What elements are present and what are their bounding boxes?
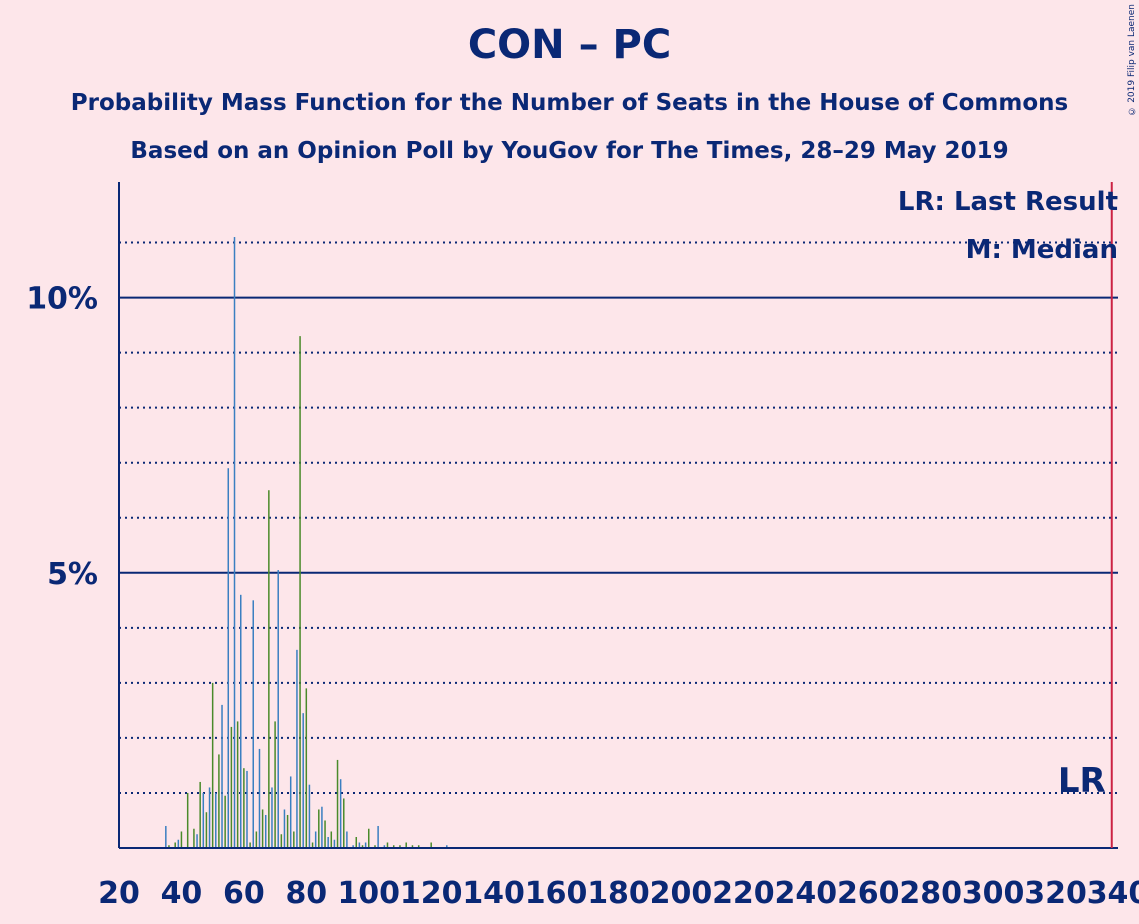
bar: [377, 825, 379, 848]
bar: [318, 809, 320, 848]
bar: [274, 721, 276, 848]
x-tick-label: 240: [775, 876, 838, 911]
bar: [221, 704, 223, 848]
x-tick-label: 300: [962, 876, 1025, 911]
bar: [336, 759, 339, 848]
bar: [249, 842, 251, 848]
bar: [246, 770, 248, 848]
bar: [343, 798, 345, 848]
bar: [277, 570, 279, 848]
bar: [358, 842, 361, 848]
bar: [327, 836, 329, 848]
x-tick-label: 20: [98, 876, 140, 911]
x-tick-label: 160: [525, 876, 588, 911]
bar: [383, 845, 386, 848]
x-tick-label: 340: [1087, 876, 1139, 911]
bar: [321, 806, 323, 848]
bar: [211, 682, 214, 848]
bar: [330, 831, 333, 848]
bar: [296, 649, 298, 848]
x-tick-label: 220: [712, 876, 775, 911]
x-tick-label: 200: [650, 876, 713, 911]
bar: [352, 845, 354, 848]
x-tick-label: 280: [899, 876, 962, 911]
bar: [346, 831, 348, 848]
x-tick-label: 100: [337, 876, 400, 911]
bar: [289, 776, 292, 848]
bar: [405, 842, 407, 848]
bar: [174, 842, 176, 848]
legend-last-result: LR: Last Result: [898, 187, 1118, 217]
x-tick-label: 180: [587, 876, 650, 911]
bar: [368, 828, 370, 848]
bar: [258, 748, 261, 848]
bar: [417, 845, 420, 848]
bar: [227, 468, 230, 848]
bar: [271, 787, 273, 848]
bar: [186, 792, 189, 848]
x-tick-label: 40: [161, 876, 203, 911]
bar: [305, 688, 308, 848]
bar: [252, 600, 254, 848]
bar: [233, 237, 236, 848]
bar: [430, 842, 432, 848]
chart-subtitle-2: Based on an Opinion Poll by YouGov for T…: [130, 138, 1009, 164]
bar: [299, 336, 301, 848]
bar: [215, 792, 217, 848]
bar: [202, 792, 205, 848]
bar: [236, 721, 239, 848]
x-tick-label: 120: [400, 876, 463, 911]
bar: [286, 814, 289, 848]
bar: [193, 828, 195, 848]
bar: [208, 787, 211, 848]
bar: [283, 809, 286, 848]
bar: [386, 842, 389, 848]
x-tick-label: 60: [223, 876, 265, 911]
bar: [240, 594, 242, 848]
chart-subtitle-1: Probability Mass Function for the Number…: [70, 90, 1069, 116]
bar: [355, 836, 358, 848]
bar: [314, 831, 317, 848]
bar: [218, 754, 220, 848]
bar: [324, 820, 326, 848]
bar: [165, 825, 167, 848]
bar: [302, 713, 304, 848]
bar: [168, 845, 170, 848]
bar: [177, 839, 180, 848]
bar: [293, 831, 295, 848]
bar: [399, 845, 401, 848]
bar: [361, 845, 364, 848]
bar: [392, 845, 395, 848]
bar: [230, 726, 233, 848]
bar: [374, 845, 376, 848]
bar: [308, 784, 311, 848]
last-result-label: LR: [1058, 761, 1106, 801]
bar: [255, 831, 258, 848]
bar: [224, 795, 226, 848]
x-tick-label: 80: [285, 876, 327, 911]
bar: [311, 842, 314, 848]
bar: [261, 809, 264, 848]
bar: [339, 779, 342, 848]
x-tick-label: 320: [1024, 876, 1087, 911]
y-tick-label: 5%: [47, 557, 98, 592]
bar: [196, 834, 198, 848]
bar: [268, 490, 270, 848]
x-tick-label: 140: [462, 876, 525, 911]
legend-median: M: Median: [966, 235, 1118, 265]
bar: [180, 831, 183, 848]
bar: [280, 834, 283, 848]
bar: [364, 842, 367, 848]
bar: [264, 814, 267, 848]
chart-title: CON – PC: [467, 22, 672, 68]
bar: [333, 839, 336, 848]
x-tick-label: 260: [837, 876, 900, 911]
bar: [446, 845, 448, 848]
bar: [205, 812, 208, 848]
bar: [411, 845, 414, 848]
bar: [199, 781, 201, 848]
bar: [243, 768, 245, 848]
y-tick-label: 10%: [26, 282, 98, 317]
